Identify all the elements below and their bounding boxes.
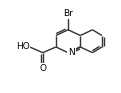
Text: N: N: [68, 48, 75, 57]
Text: Br: Br: [63, 9, 73, 18]
Text: O: O: [39, 64, 46, 73]
Text: HO: HO: [16, 43, 30, 51]
